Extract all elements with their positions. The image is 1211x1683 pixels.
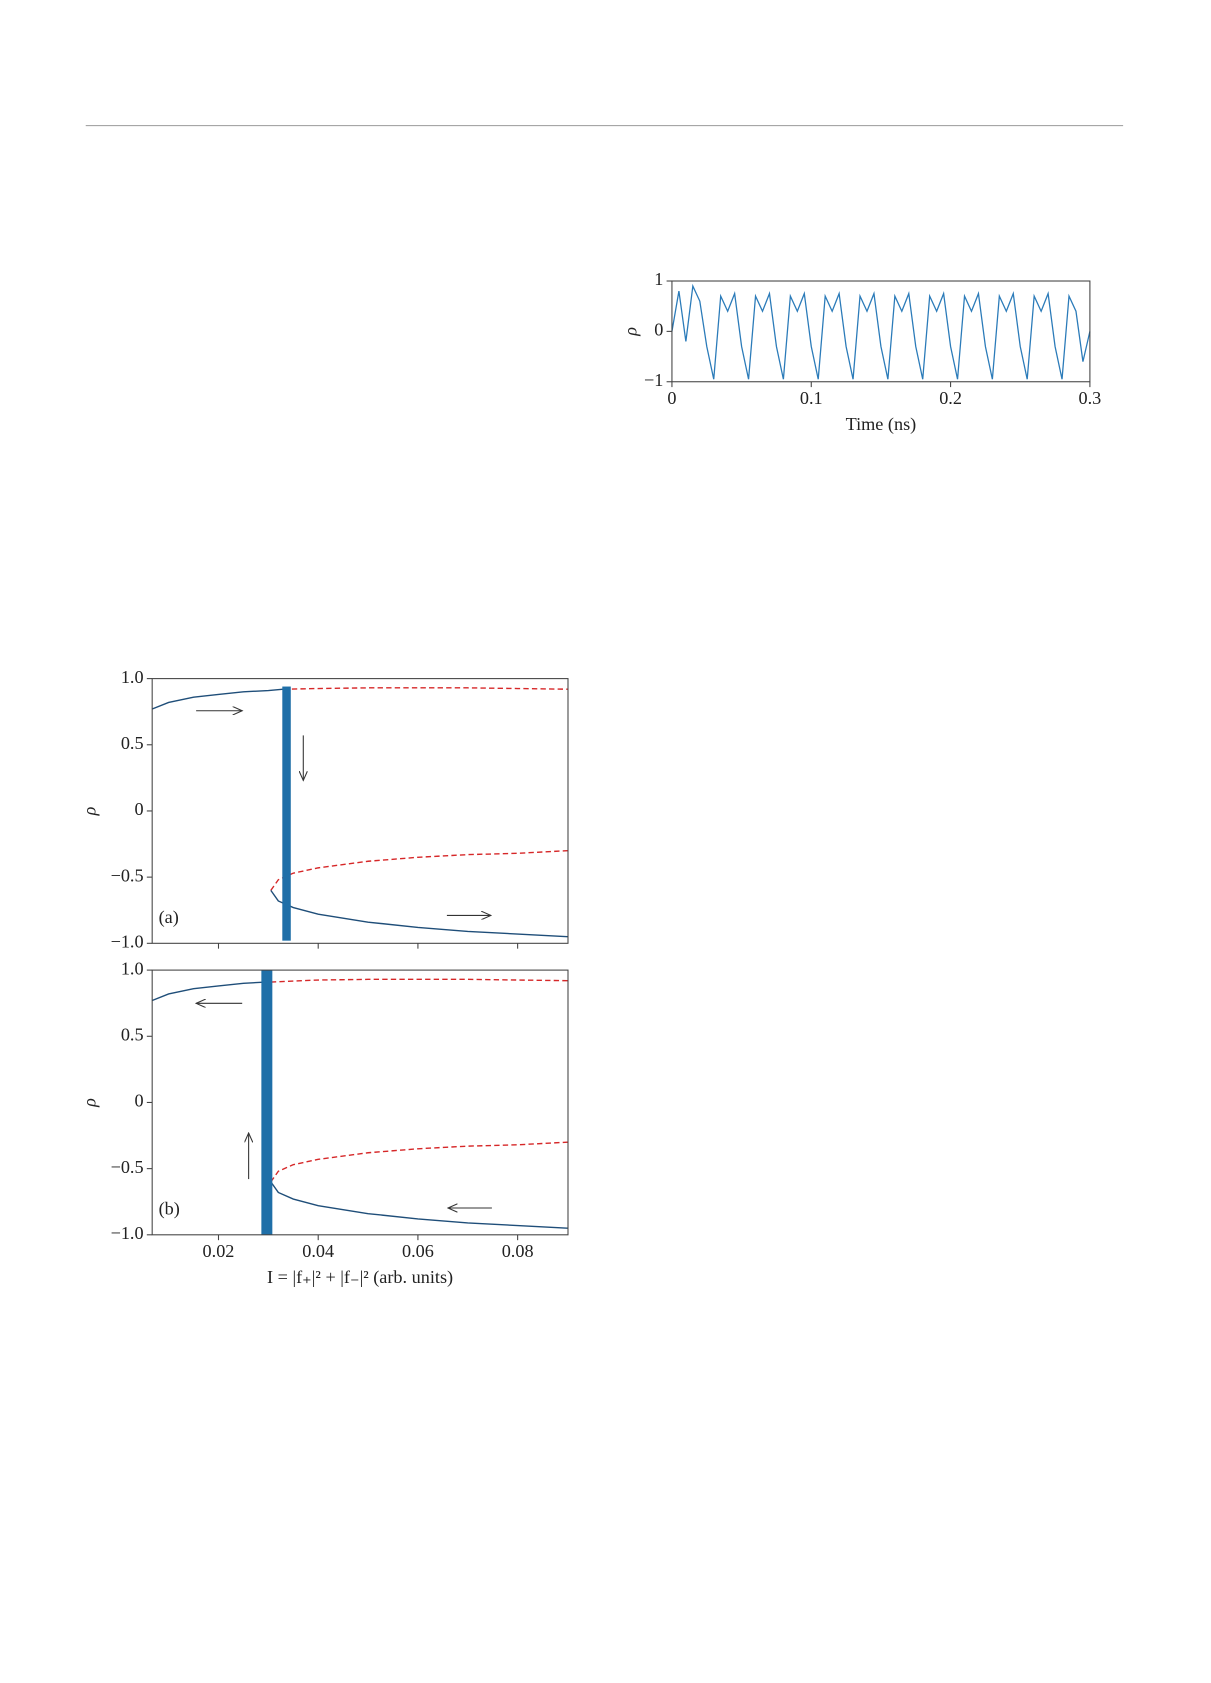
y-tick-label: 0 — [654, 320, 663, 340]
branch — [270, 1141, 568, 1183]
y-axis-label: ρ — [79, 1098, 99, 1108]
x-tick-label: 0.02 — [203, 1241, 235, 1261]
axes-frame — [151, 678, 569, 944]
y-tick-label: 0.5 — [121, 733, 144, 753]
branch — [270, 1181, 568, 1229]
y-tick-label: 1 — [654, 269, 663, 289]
panel-label: (a) — [159, 907, 179, 928]
branch — [270, 889, 568, 938]
x-tick-label: 0.1 — [800, 388, 823, 408]
y-tick-label: −0.5 — [111, 865, 144, 885]
axes-frame — [151, 969, 569, 1236]
y-tick-label: −0.5 — [111, 1157, 144, 1177]
x-tick-label: 0.08 — [502, 1241, 534, 1261]
y-tick-label: −1.0 — [111, 1223, 144, 1243]
x-tick-label: 0.3 — [1079, 388, 1102, 408]
x-tick-label: 0 — [667, 388, 676, 408]
y-tick-label: 0 — [134, 799, 143, 819]
oscillation-band — [282, 686, 291, 941]
branch — [151, 981, 266, 1002]
y-tick-label: 0 — [134, 1091, 143, 1111]
branch — [151, 688, 284, 710]
y-axis-label: ρ — [620, 327, 640, 337]
oscillation-band — [261, 970, 273, 1235]
y-tick-label: −1 — [644, 370, 663, 390]
y-axis-label: ρ — [79, 806, 99, 816]
x-axis-label: I = |f₊|² + |f₋|² (arb. units) — [267, 1267, 453, 1288]
x-tick-label: 0.04 — [302, 1241, 334, 1261]
x-tick-label: 0.06 — [402, 1241, 434, 1261]
panel-label: (b) — [159, 1198, 180, 1219]
data-line — [671, 283, 1091, 380]
axes-frame — [671, 280, 1091, 383]
y-tick-label: 1.0 — [121, 667, 144, 687]
x-axis-label: Time (ns) — [846, 414, 917, 435]
y-tick-label: 1.0 — [121, 958, 144, 978]
branch — [283, 687, 568, 690]
y-tick-label: −1.0 — [111, 931, 144, 951]
x-tick-label: 0.2 — [939, 388, 962, 408]
branch — [270, 978, 568, 983]
y-tick-label: 0.5 — [121, 1024, 144, 1044]
branch — [270, 849, 568, 891]
